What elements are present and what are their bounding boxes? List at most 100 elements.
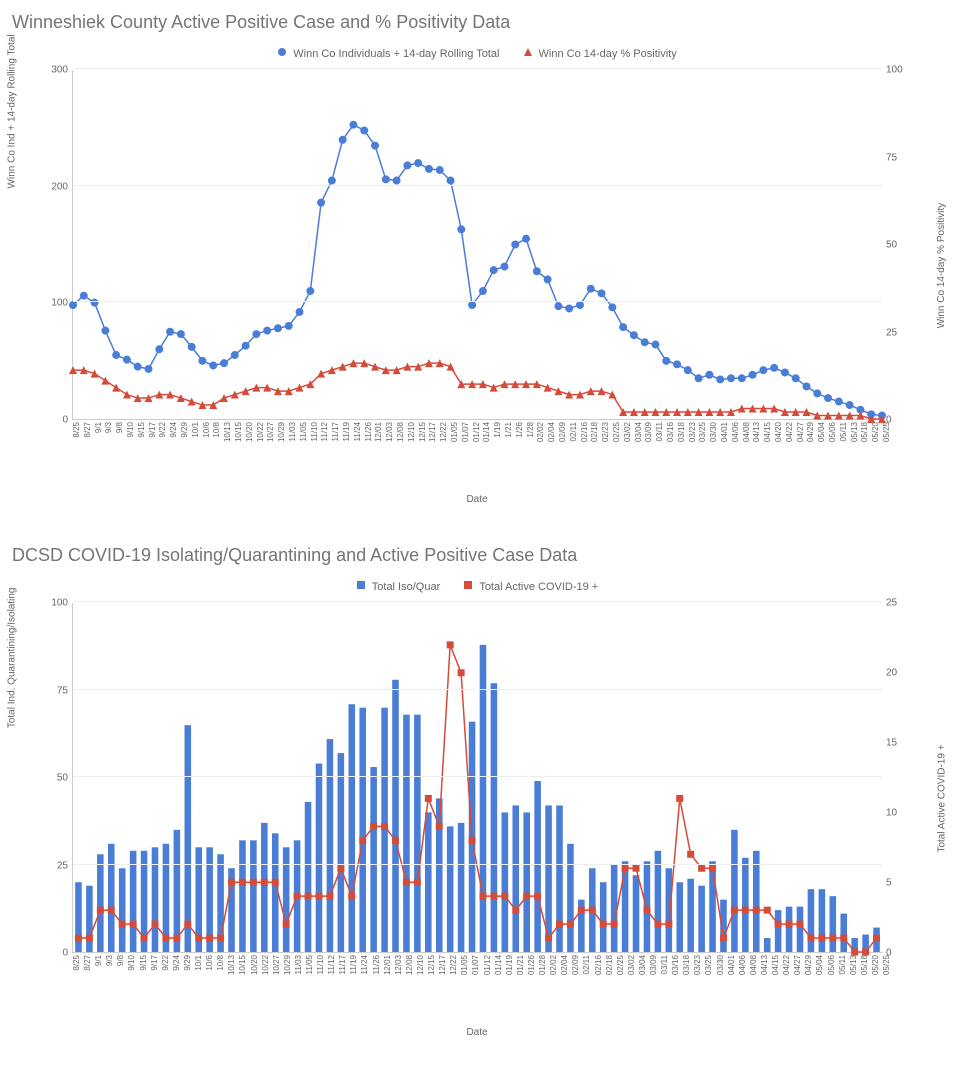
series2-marker	[162, 935, 169, 942]
series2-marker	[589, 907, 596, 914]
series1-marker	[565, 304, 573, 312]
x-tick: 1/26	[515, 422, 524, 438]
x-tick: 9/24	[169, 422, 178, 438]
series1-bar	[819, 889, 826, 952]
series1-bar	[86, 886, 93, 952]
x-tick: 9/29	[180, 422, 189, 438]
series2-marker	[425, 795, 432, 802]
x-tick: 01/28	[538, 955, 547, 975]
x-tick: 05/20	[871, 955, 880, 975]
series2-marker	[177, 394, 185, 402]
x-tick: 10/1	[191, 422, 200, 438]
series1-marker	[166, 328, 174, 336]
gridline	[73, 601, 882, 602]
chart2-legend-item-2: Total Active COVID-19 +	[463, 580, 598, 593]
x-tick: 02/23	[601, 422, 610, 442]
x-tick: 12/15	[427, 955, 436, 975]
x-tick: 11/19	[342, 422, 351, 441]
series1-marker	[198, 357, 206, 365]
series1-marker	[339, 136, 347, 144]
x-tick: 05/25	[882, 955, 891, 975]
series1-marker	[598, 289, 606, 297]
series1-bar	[534, 781, 541, 952]
series1-bar	[480, 645, 487, 952]
series1-marker	[155, 345, 163, 353]
x-tick: 03/30	[709, 422, 718, 442]
series2-marker	[86, 935, 93, 942]
x-tick: 02/02	[549, 955, 558, 975]
y-tick: 25	[886, 327, 926, 338]
series2-marker	[611, 921, 618, 928]
series1-bar	[502, 812, 509, 952]
x-tick: 10/8	[212, 422, 221, 438]
x-tick: 05/11	[839, 422, 848, 441]
series1-bar	[512, 805, 519, 952]
x-tick: 9/22	[161, 955, 170, 971]
series2-marker	[97, 907, 104, 914]
series2-marker	[339, 363, 347, 371]
y-tick: 50	[28, 773, 68, 784]
series2-marker	[436, 823, 443, 830]
series2-marker	[371, 363, 379, 371]
x-tick: 04/15	[771, 955, 780, 975]
series1-marker	[716, 375, 724, 383]
series1-marker	[436, 166, 444, 174]
series1-bar	[797, 907, 804, 952]
chart2-y-left-label: Total Ind. Quarantining/Isolating	[7, 588, 18, 729]
x-tick: 9/1	[94, 955, 103, 966]
chart2-legend: Total Iso/Quar Total Active COVID-19 +	[12, 580, 942, 593]
series2-marker	[545, 935, 552, 942]
x-tick: 01/26	[527, 955, 536, 975]
chart1-legend-label-2: Winn Co 14-day % Positivity	[539, 48, 677, 60]
x-tick: 12/17	[438, 955, 447, 975]
series1-marker	[188, 343, 196, 351]
series1-marker	[177, 330, 185, 338]
y-tick: 300	[28, 65, 68, 76]
series1-marker	[425, 165, 433, 173]
x-tick: 01/07	[471, 955, 480, 975]
series2-marker	[676, 795, 683, 802]
series1-bar	[523, 812, 530, 952]
series2-marker	[242, 387, 250, 395]
x-tick: 02/16	[580, 422, 589, 442]
series2-marker	[523, 893, 530, 900]
x-tick: 11/17	[331, 422, 340, 441]
x-tick: 10/29	[283, 955, 292, 975]
x-tick: 11/03	[288, 422, 297, 441]
series1-bar	[305, 802, 312, 952]
series2-marker	[403, 879, 410, 886]
series1-marker	[414, 159, 422, 167]
x-tick: 05/18	[860, 955, 869, 975]
series1-marker	[285, 322, 293, 330]
series1-marker	[813, 389, 821, 397]
series2-marker	[578, 907, 585, 914]
x-tick: 11/10	[316, 955, 325, 974]
x-tick: 12/22	[449, 955, 458, 975]
series1-bar	[185, 725, 192, 952]
series2-marker	[458, 669, 465, 676]
series2-marker	[112, 384, 120, 392]
x-tick: 03/16	[666, 422, 675, 442]
series1-marker	[393, 177, 401, 185]
series1-marker	[651, 341, 659, 349]
series2-marker	[786, 921, 793, 928]
x-tick: 11/26	[364, 422, 373, 441]
x-tick: 02/09	[571, 955, 580, 975]
chart2-legend-label-1: Total Iso/Quar	[372, 581, 440, 593]
series2-marker	[643, 907, 650, 914]
series1-bar	[250, 840, 257, 952]
x-tick: 05/13	[849, 955, 858, 975]
x-tick: 03/11	[660, 955, 669, 974]
y-tick: 25	[886, 598, 926, 609]
series2-marker	[479, 893, 486, 900]
series2-marker	[469, 837, 476, 844]
series2-marker	[220, 394, 228, 402]
x-tick: 04/22	[785, 422, 794, 442]
series1-marker	[511, 241, 519, 249]
series1-marker	[673, 360, 681, 368]
y-tick: 25	[28, 860, 68, 871]
x-tick: 05/18	[860, 422, 869, 442]
x-tick: 01/12	[472, 422, 481, 442]
series1-marker	[587, 285, 595, 293]
series2-marker	[348, 893, 355, 900]
